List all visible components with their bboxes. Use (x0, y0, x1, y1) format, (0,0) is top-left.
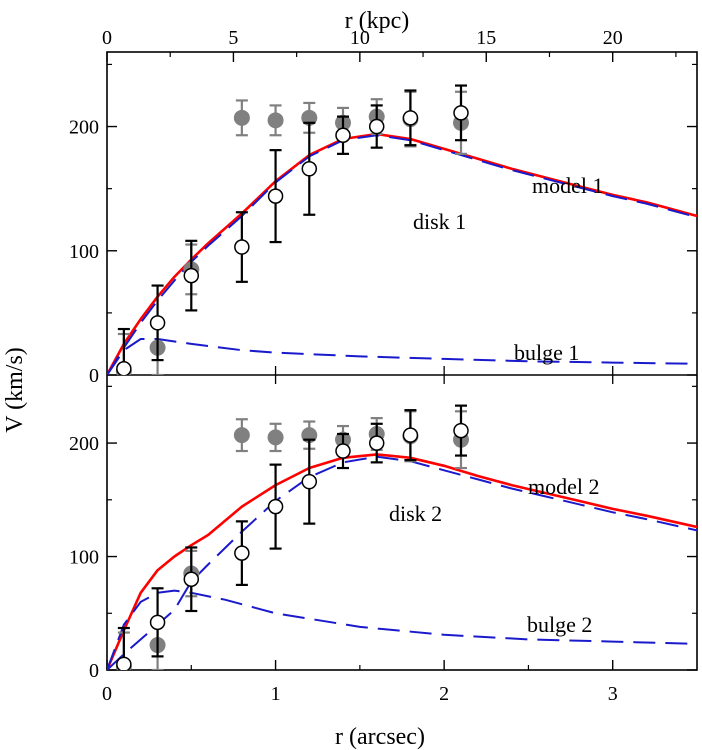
open-circle-point (368, 435, 385, 451)
open-circle-point (453, 105, 469, 121)
x-tick-label: 2 (439, 683, 449, 705)
gray-filled-point (233, 109, 250, 126)
open-circle-point (234, 545, 250, 561)
line-model-1 (107, 132, 697, 375)
y-tick-label: 100 (69, 547, 99, 569)
line-bulge-2 (107, 589, 697, 670)
label-disk-1: disk 1 (413, 209, 466, 234)
open-circle-point (301, 473, 318, 490)
label-bulge-1: bulge 1 (514, 340, 579, 365)
open-circle-point (116, 361, 132, 375)
x-top-tick-label: 10 (350, 27, 370, 49)
open-circle-point (116, 656, 132, 670)
gray-filled-point (267, 112, 284, 129)
plot-area (107, 84, 697, 670)
x-top-tick-label: 5 (228, 27, 238, 49)
gray-filled-point (267, 429, 284, 446)
open-circle-point (402, 427, 419, 443)
x-axis-title-bottom: r (arcsec) (335, 724, 425, 750)
open-circle-point (301, 161, 318, 177)
open-circle-point (149, 315, 166, 331)
line-bulge-1 (107, 338, 697, 375)
x-tick-label: 3 (608, 683, 618, 705)
y-axis-title: V (km/s) (2, 347, 28, 433)
plot-frame (106, 51, 698, 671)
x-tick-label: 0 (102, 683, 112, 705)
y-tick-label: 100 (69, 241, 99, 263)
open-circle-point (267, 188, 284, 204)
label-model-2: model 2 (528, 474, 600, 499)
label-model-1: model 1 (532, 173, 604, 198)
open-circle-point (335, 127, 351, 143)
open-circle-point (149, 614, 166, 631)
y-tick-label: 0 (89, 660, 99, 682)
open-circle-point (402, 110, 419, 126)
open-circle-point (368, 118, 385, 135)
y-tick-label: 200 (69, 433, 99, 455)
y-tick-label: 0 (89, 365, 99, 387)
panel-bottom (107, 404, 697, 670)
line-model-2 (107, 453, 697, 670)
x-top-tick-label: 20 (603, 27, 623, 49)
line-disk-2 (107, 455, 697, 670)
open-circle-point (183, 267, 200, 284)
figure-border (106, 51, 698, 671)
x-top-tick-label: 0 (102, 27, 112, 49)
axis-ticks (106, 52, 697, 671)
panel-top (107, 84, 697, 375)
label-bulge-2: bulge 2 (527, 612, 592, 637)
x-axis-title-top: r (kpc) (345, 8, 410, 34)
open-circle-point (453, 422, 469, 439)
open-circle-point (267, 498, 284, 515)
open-circle-point (335, 443, 351, 459)
gray-filled-point (233, 427, 250, 444)
open-circle-point (183, 571, 200, 587)
open-circle-point (234, 239, 250, 255)
label-disk-2: disk 2 (389, 501, 442, 526)
x-tick-label: 1 (271, 683, 281, 705)
x-top-tick-label: 15 (476, 27, 496, 49)
y-tick-label: 200 (69, 117, 99, 139)
